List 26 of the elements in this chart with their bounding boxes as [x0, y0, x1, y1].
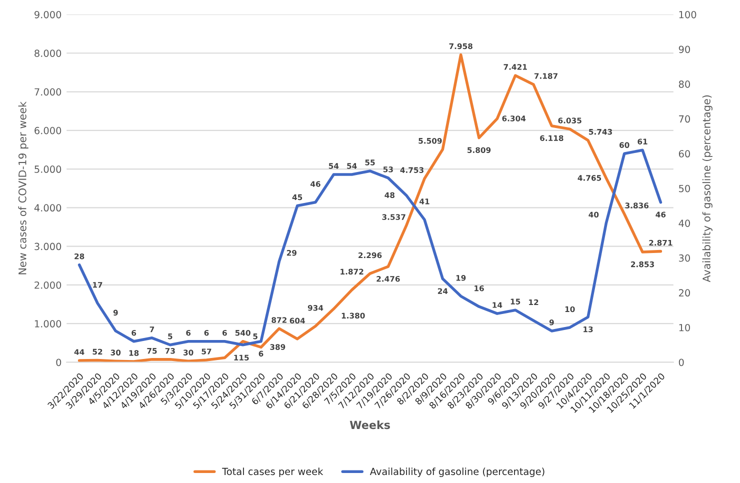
y2-tick-label: 10	[679, 324, 690, 332]
legend-label: Total cases per week	[222, 468, 324, 478]
legend-label: Availability of gasoline (percentage)	[370, 468, 544, 478]
x-axis-title: Weeks	[350, 420, 390, 430]
y2-tick-label: 60	[678, 150, 690, 158]
y-tick-label: 0	[56, 358, 62, 366]
y-tick-label: 4.000	[34, 204, 62, 212]
y-axis-title: New cases of COVID-19 per week	[18, 101, 28, 274]
y2-tick-label: 40	[678, 220, 690, 227]
y2-tick-label: 100	[679, 10, 696, 18]
y-tick-label: 7.000	[34, 88, 62, 96]
y2-tick-label: 70	[679, 115, 690, 123]
y2-tick-label: 80	[678, 80, 690, 88]
y2-axis-title: Availability of gasoline (percentage)	[702, 95, 712, 282]
y-tick-label: 2.000	[34, 281, 62, 289]
y2-tick-label: 50	[679, 184, 690, 192]
y2-tick-label: 30	[679, 254, 690, 262]
y-tick-label: 6.000	[34, 126, 62, 134]
y-tick-label: 3.000	[34, 242, 62, 250]
y2-tick-label: 20	[678, 289, 690, 297]
y2-tick-label: 0	[678, 358, 684, 366]
y-tick-label: 1.000	[34, 320, 62, 328]
y-tick-label: 9.000	[34, 10, 62, 18]
y-tick-label: 8.000	[34, 50, 62, 57]
y2-tick-label: 90	[678, 46, 690, 54]
y-tick-label: 5.000	[34, 166, 62, 173]
